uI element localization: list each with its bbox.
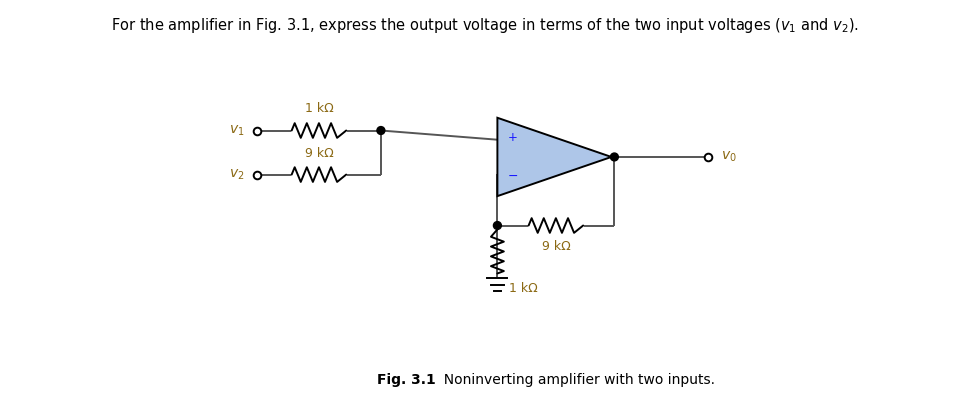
Text: For the amplifier in Fig. 3.1, express the output voltage in terms of the two in: For the amplifier in Fig. 3.1, express t… <box>110 16 859 35</box>
Circle shape <box>493 221 501 229</box>
Circle shape <box>610 153 617 161</box>
Circle shape <box>377 126 385 135</box>
Text: Fig. 3.1: Fig. 3.1 <box>376 373 435 387</box>
Text: Noninverting amplifier with two inputs.: Noninverting amplifier with two inputs. <box>435 373 715 387</box>
Text: 9 kΩ: 9 kΩ <box>541 240 570 253</box>
Text: $v_1$: $v_1$ <box>229 123 244 138</box>
Text: 9 kΩ: 9 kΩ <box>304 147 333 160</box>
Text: −: − <box>507 170 517 183</box>
Text: 1 kΩ: 1 kΩ <box>509 282 538 295</box>
Text: $v_0$: $v_0$ <box>720 150 735 164</box>
Text: +: + <box>507 131 516 144</box>
Polygon shape <box>497 118 610 196</box>
Text: $v_2$: $v_2$ <box>229 167 244 182</box>
Text: 1 kΩ: 1 kΩ <box>304 102 333 115</box>
